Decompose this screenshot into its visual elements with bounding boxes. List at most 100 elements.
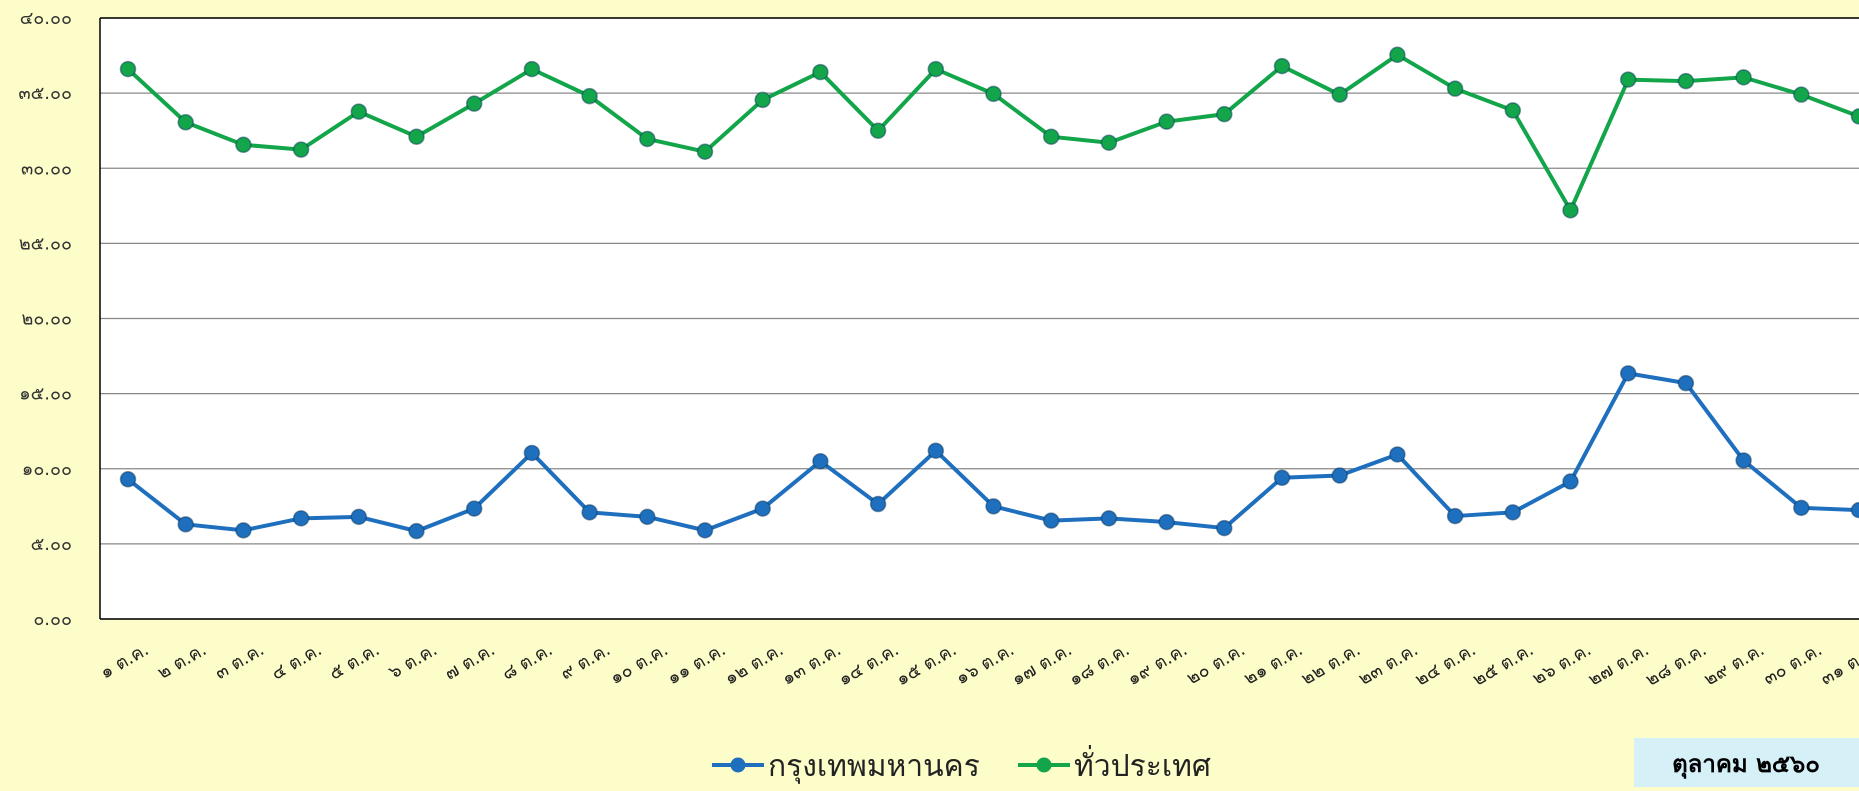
x-tick-label: ๑๒ ต.ค. (721, 639, 787, 689)
data-point (1217, 521, 1232, 536)
x-tick-label: ๑๘ ต.ค. (1066, 639, 1134, 690)
data-point (409, 129, 424, 144)
data-point (178, 115, 193, 130)
data-point (698, 144, 713, 159)
data-point (1217, 107, 1232, 122)
y-tick-label: ๒๕.๐๐ (19, 233, 72, 254)
data-point (928, 443, 943, 458)
data-point (928, 62, 943, 77)
data-point (1505, 103, 1520, 118)
y-tick-label: ๐.๐๐ (33, 609, 72, 630)
data-point (1678, 74, 1693, 89)
x-tick-label: ๓ ต.ค. (211, 639, 268, 684)
data-point (524, 445, 539, 460)
data-point (871, 497, 886, 512)
y-tick-label: ๓๕.๐๐ (18, 83, 72, 104)
data-point (1101, 135, 1116, 150)
legend-label: ทั่วประเทศ (1074, 745, 1211, 784)
x-tick-label: ๓๑ ต.ค. (1817, 639, 1859, 690)
data-point (871, 123, 886, 138)
data-point (1563, 474, 1578, 489)
x-tick-label: ๔ ต.ค. (268, 639, 326, 684)
legend-marker (1037, 758, 1052, 773)
data-point (1621, 72, 1636, 87)
x-tick-label: ๑๓ ต.ค. (778, 639, 844, 690)
data-point (1390, 47, 1405, 62)
x-tick-label: ๑๔ ต.ค. (835, 639, 903, 690)
data-point (1736, 453, 1751, 468)
y-tick-label: ๑๕.๐๐ (19, 384, 72, 405)
data-point (1044, 513, 1059, 528)
data-point (1275, 470, 1290, 485)
x-tick-label: ๑๗ ต.ค. (1008, 639, 1076, 690)
x-tick-label: ๒๐ ต.ค. (1183, 639, 1249, 689)
y-tick-label: ๔๐.๐๐ (20, 8, 72, 29)
data-point (1794, 87, 1809, 102)
data-point (1678, 376, 1693, 391)
x-tick-label: ๒ ต.ค. (154, 639, 210, 684)
data-point (755, 92, 770, 107)
data-point (409, 524, 424, 539)
data-point (755, 501, 770, 516)
data-point (294, 142, 309, 157)
data-point (1736, 70, 1751, 85)
x-tick-label: ๒๘ ต.ค. (1642, 639, 1710, 691)
data-point (236, 137, 251, 152)
data-point (1390, 447, 1405, 462)
x-tick-label: ๑๕ ต.ค. (893, 639, 961, 690)
x-tick-label: ๖ ต.ค. (385, 639, 441, 683)
y-tick-label: ๑๐.๐๐ (22, 459, 72, 480)
data-point (121, 62, 136, 77)
data-point (582, 89, 597, 104)
data-point (640, 509, 655, 524)
x-tick-label: ๗ ต.ค. (441, 639, 499, 684)
data-point (1101, 511, 1116, 526)
data-point (236, 523, 251, 538)
data-point (351, 509, 366, 524)
data-point (813, 65, 828, 80)
legend-label: กรุงเทพมหานคร (768, 749, 980, 785)
data-point (467, 96, 482, 111)
x-tick-label: ๘ ต.ค. (498, 639, 556, 685)
data-point (1332, 87, 1347, 102)
data-point (1505, 505, 1520, 520)
x-tick-label: ๑๐ ต.ค. (606, 639, 671, 689)
data-point (986, 499, 1001, 514)
data-point (1332, 468, 1347, 483)
data-point (178, 517, 193, 532)
x-tick-label: ๒๗ ต.ค. (1585, 639, 1653, 690)
annotation: ตุลาคม ๒๕๖๐ (1672, 750, 1820, 780)
legend-marker (731, 758, 746, 773)
data-point (1275, 59, 1290, 74)
x-tick-label: ๑๖ ต.ค. (952, 639, 1018, 689)
x-tick-label: ๕ ต.ค. (326, 639, 384, 684)
data-point (640, 131, 655, 146)
data-point (121, 472, 136, 487)
x-tick-label: ๓๐ ต.ค. (1760, 639, 1826, 689)
x-tick-label: ๒๙ ต.ค. (1700, 639, 1768, 690)
data-point (1448, 509, 1463, 524)
x-tick-label: ๒๒ ต.ค. (1298, 639, 1364, 690)
data-point (467, 501, 482, 516)
data-point (698, 523, 713, 538)
data-point (1044, 129, 1059, 144)
data-point (582, 505, 597, 520)
y-tick-label: ๒๐.๐๐ (21, 309, 72, 330)
data-point (294, 511, 309, 526)
y-tick-label: ๕.๐๐ (31, 534, 72, 555)
data-point (524, 62, 539, 77)
x-tick-label: ๑๙ ต.ค. (1124, 639, 1191, 690)
y-tick-label: ๓๐.๐๐ (21, 158, 72, 179)
x-tick-label: ๒๔ ต.ค. (1412, 639, 1480, 690)
x-tick-label: ๑ ต.ค. (97, 639, 153, 683)
data-point (1563, 203, 1578, 218)
data-point (1159, 114, 1174, 129)
data-point (1159, 515, 1174, 530)
x-tick-label: ๒๖ ต.ค. (1529, 639, 1595, 689)
x-tick-label: ๑๑ ต.ค. (664, 639, 730, 689)
data-point (1448, 81, 1463, 96)
x-tick-label: ๒๓ ต.ค. (1355, 639, 1422, 690)
data-point (986, 86, 1001, 101)
